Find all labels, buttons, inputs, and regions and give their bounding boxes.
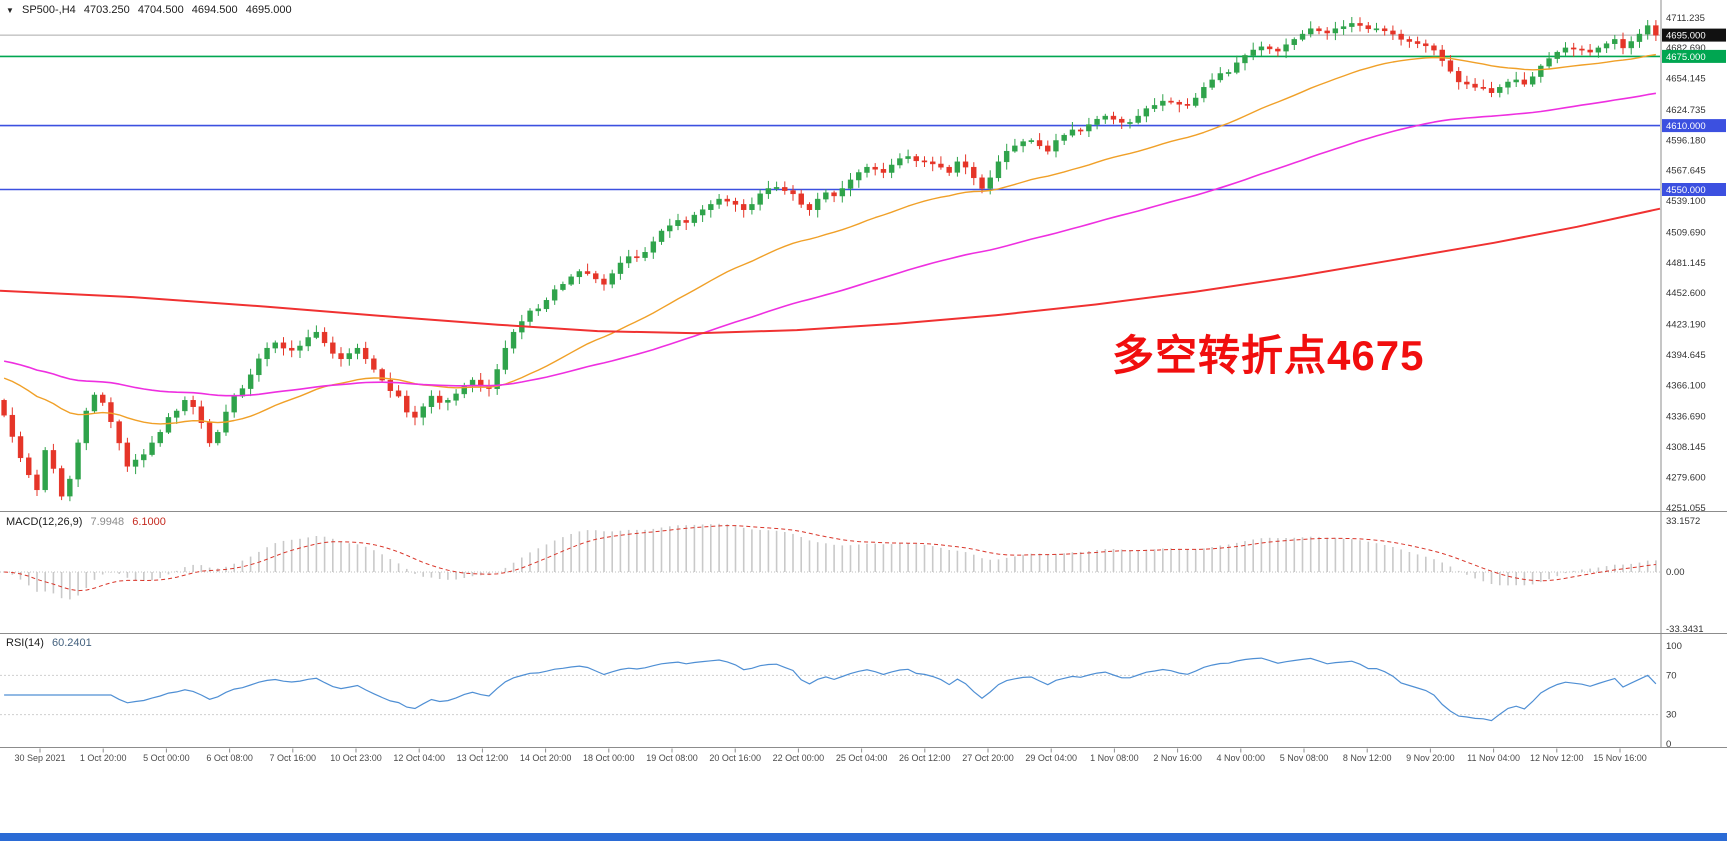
panel-separators	[0, 0, 1727, 748]
svg-text:4682.690: 4682.690	[1666, 43, 1706, 54]
svg-text:18 Oct 00:00: 18 Oct 00:00	[583, 753, 635, 763]
macd-indicator-header: MACD(12,26,9) 7.9948 6.1000	[6, 516, 171, 528]
macd-signal-line	[4, 525, 1656, 592]
svg-text:4308.145: 4308.145	[1666, 442, 1706, 453]
rsi-line	[4, 657, 1657, 722]
svg-text:4251.055: 4251.055	[1666, 503, 1706, 514]
svg-text:4610.000: 4610.000	[1666, 121, 1706, 132]
macd-panel	[0, 523, 1660, 600]
price-badge	[1662, 49, 1726, 63]
time-scale[interactable]: 30 Sep 2021 1 Oct 20:00 5 Oct 00:00 6 Oct 0…	[14, 748, 1647, 764]
ema-fast-line	[3, 53, 1657, 425]
svg-text:5 Oct 00:00: 5 Oct 00:00	[143, 753, 190, 763]
svg-text:100: 100	[1666, 641, 1682, 652]
macd-signal-value: 6.1000	[132, 516, 166, 528]
rsi-indicator-header: RSI(14) 60.2401	[6, 637, 97, 649]
candlestick-series	[1, 17, 1659, 502]
svg-text:15 Nov 16:00: 15 Nov 16:00	[1593, 753, 1647, 763]
symbol-period-label: SP500-,H4	[21, 4, 76, 16]
ohlc-open-value: 4703.250	[83, 4, 130, 16]
svg-text:4366.100: 4366.100	[1666, 380, 1706, 391]
svg-text:4423.190: 4423.190	[1666, 320, 1706, 331]
rsi-scale[interactable]: 100 70 30 0	[1666, 641, 1682, 750]
price-badge	[1662, 183, 1726, 196]
macd-scale[interactable]: 33.1572 0.00 -33.3431	[1666, 516, 1704, 635]
svg-text:30 Sep 2021: 30 Sep 2021	[14, 753, 65, 763]
svg-text:4596.180: 4596.180	[1666, 135, 1706, 146]
rsi-value: 60.2401	[51, 637, 92, 649]
svg-text:30: 30	[1666, 710, 1677, 721]
annotation-text[interactable]: 多空转折点4675	[1112, 332, 1425, 379]
svg-text:8 Nov 12:00: 8 Nov 12:00	[1343, 753, 1392, 763]
svg-text:4550.000: 4550.000	[1666, 185, 1706, 196]
svg-text:4336.690: 4336.690	[1666, 412, 1706, 423]
svg-text:1 Oct 20:00: 1 Oct 20:00	[80, 753, 127, 763]
window-bottom-strip	[0, 833, 1727, 841]
svg-text:11 Nov 04:00: 11 Nov 04:00	[1467, 753, 1520, 763]
svg-text:4279.600: 4279.600	[1666, 472, 1706, 483]
svg-text:4567.645: 4567.645	[1666, 166, 1706, 177]
svg-text:4 Nov 00:00: 4 Nov 00:00	[1217, 753, 1266, 763]
ema-mid-line	[3, 92, 1657, 397]
svg-text:33.1572: 33.1572	[1666, 516, 1700, 527]
price-scale[interactable]: 4711.235 4682.690 4654.145 4624.735 4596.180…	[1662, 13, 1726, 514]
svg-text:4695.000: 4695.000	[1666, 31, 1706, 42]
svg-text:20 Oct 16:00: 20 Oct 16:00	[709, 753, 761, 763]
macd-label: MACD(12,26,9)	[6, 516, 83, 528]
svg-text:13 Oct 12:00: 13 Oct 12:00	[457, 753, 509, 763]
svg-text:9 Nov 20:00: 9 Nov 20:00	[1406, 753, 1455, 763]
chart-symbol-header: ▼ SP500-,H4 4703.250 4704.500 4694.500 4…	[6, 4, 297, 16]
svg-text:14 Oct 20:00: 14 Oct 20:00	[520, 753, 572, 763]
svg-text:0.00: 0.00	[1666, 567, 1685, 578]
price-badge	[1662, 119, 1726, 133]
svg-text:4452.600: 4452.600	[1666, 288, 1706, 299]
svg-text:6 Oct 08:00: 6 Oct 08:00	[206, 753, 253, 763]
svg-text:4711.235: 4711.235	[1666, 13, 1705, 24]
svg-text:2 Nov 16:00: 2 Nov 16:00	[1153, 753, 1202, 763]
ohlc-high-value: 4704.500	[137, 4, 184, 16]
moving-averages	[0, 53, 1661, 425]
collapse-chart-button[interactable]: ▼	[6, 6, 14, 15]
ohlc-close-value: 4695.000	[245, 4, 292, 16]
svg-text:27 Oct 20:00: 27 Oct 20:00	[962, 753, 1014, 763]
svg-text:10 Oct 23:00: 10 Oct 23:00	[330, 753, 382, 763]
svg-text:70: 70	[1666, 670, 1677, 681]
svg-text:5 Nov 08:00: 5 Nov 08:00	[1280, 753, 1329, 763]
svg-text:29 Oct 04:00: 29 Oct 04:00	[1025, 753, 1077, 763]
price-badge	[1662, 28, 1726, 42]
svg-text:19 Oct 08:00: 19 Oct 08:00	[646, 753, 698, 763]
ma-slow-line	[0, 207, 1661, 335]
svg-text:12 Nov 12:00: 12 Nov 12:00	[1530, 753, 1584, 763]
svg-text:1 Nov 08:00: 1 Nov 08:00	[1090, 753, 1139, 763]
svg-text:22 Oct 00:00: 22 Oct 00:00	[773, 753, 825, 763]
svg-text:-33.3431: -33.3431	[1666, 624, 1704, 635]
svg-text:4481.145: 4481.145	[1666, 258, 1706, 269]
svg-text:26 Oct 12:00: 26 Oct 12:00	[899, 753, 951, 763]
macd-main-value: 7.9948	[90, 516, 125, 528]
svg-text:4624.735: 4624.735	[1666, 105, 1706, 116]
rsi-panel	[0, 657, 1660, 722]
svg-text:7 Oct 16:00: 7 Oct 16:00	[270, 753, 317, 763]
rsi-label: RSI(14)	[6, 637, 44, 649]
ohlc-low-value: 4694.500	[191, 4, 238, 16]
horizontal-lines	[0, 34, 1660, 191]
svg-text:0: 0	[1666, 739, 1671, 750]
svg-text:4675.000: 4675.000	[1666, 52, 1706, 63]
svg-text:25 Oct 04:00: 25 Oct 04:00	[836, 753, 888, 763]
svg-text:12 Oct 04:00: 12 Oct 04:00	[393, 753, 445, 763]
svg-text:4394.645: 4394.645	[1666, 350, 1706, 361]
svg-text:4509.690: 4509.690	[1666, 227, 1706, 238]
svg-text:4539.100: 4539.100	[1666, 196, 1706, 207]
svg-text:4654.145: 4654.145	[1666, 74, 1706, 85]
